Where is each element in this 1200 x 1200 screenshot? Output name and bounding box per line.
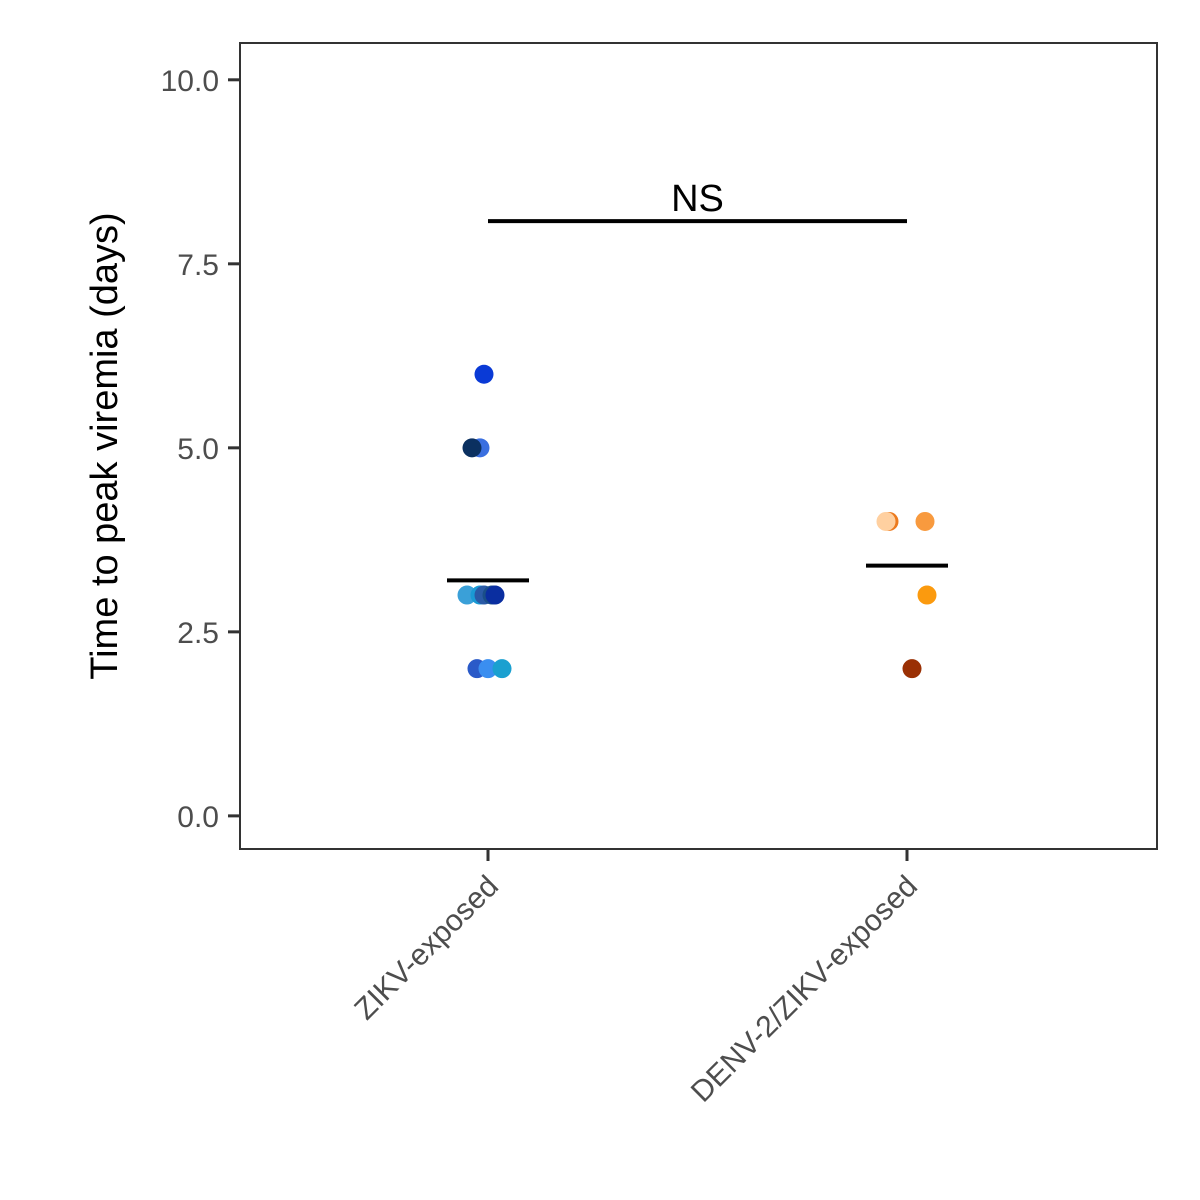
mean-bars: [447, 563, 948, 583]
y-tick-label: 2.5: [177, 617, 219, 650]
significance-annotations: NS: [488, 178, 907, 224]
plot-panel: [239, 42, 1158, 850]
data-point: [474, 364, 494, 384]
data-point: [462, 438, 482, 458]
x-axis: ZIKV-exposed DENV-2/ZIKV-exposed: [348, 849, 924, 1109]
y-tick-label: 0.0: [177, 801, 219, 834]
data-point: [478, 659, 498, 679]
y-tick-label: 7.5: [177, 249, 219, 282]
x-tick-label: DENV-2/ZIKV-exposed: [685, 870, 924, 1109]
y-axis-title: Time to peak viremia (days): [84, 212, 126, 679]
y-tick-label: 10.0: [161, 65, 219, 98]
x-tick-label: ZIKV-exposed: [348, 870, 505, 1027]
y-axis: 0.0 2.5 5.0 7.5 10.0: [161, 65, 240, 834]
data-point: [876, 511, 896, 531]
data-point: [917, 585, 937, 605]
y-tick-label: 5.0: [177, 433, 219, 466]
significance-label: NS: [671, 178, 724, 220]
data-point: [457, 585, 477, 605]
data-point: [902, 659, 922, 679]
data-points: [457, 364, 937, 679]
data-point: [915, 511, 935, 531]
data-point: [492, 659, 512, 679]
data-point: [485, 585, 505, 605]
